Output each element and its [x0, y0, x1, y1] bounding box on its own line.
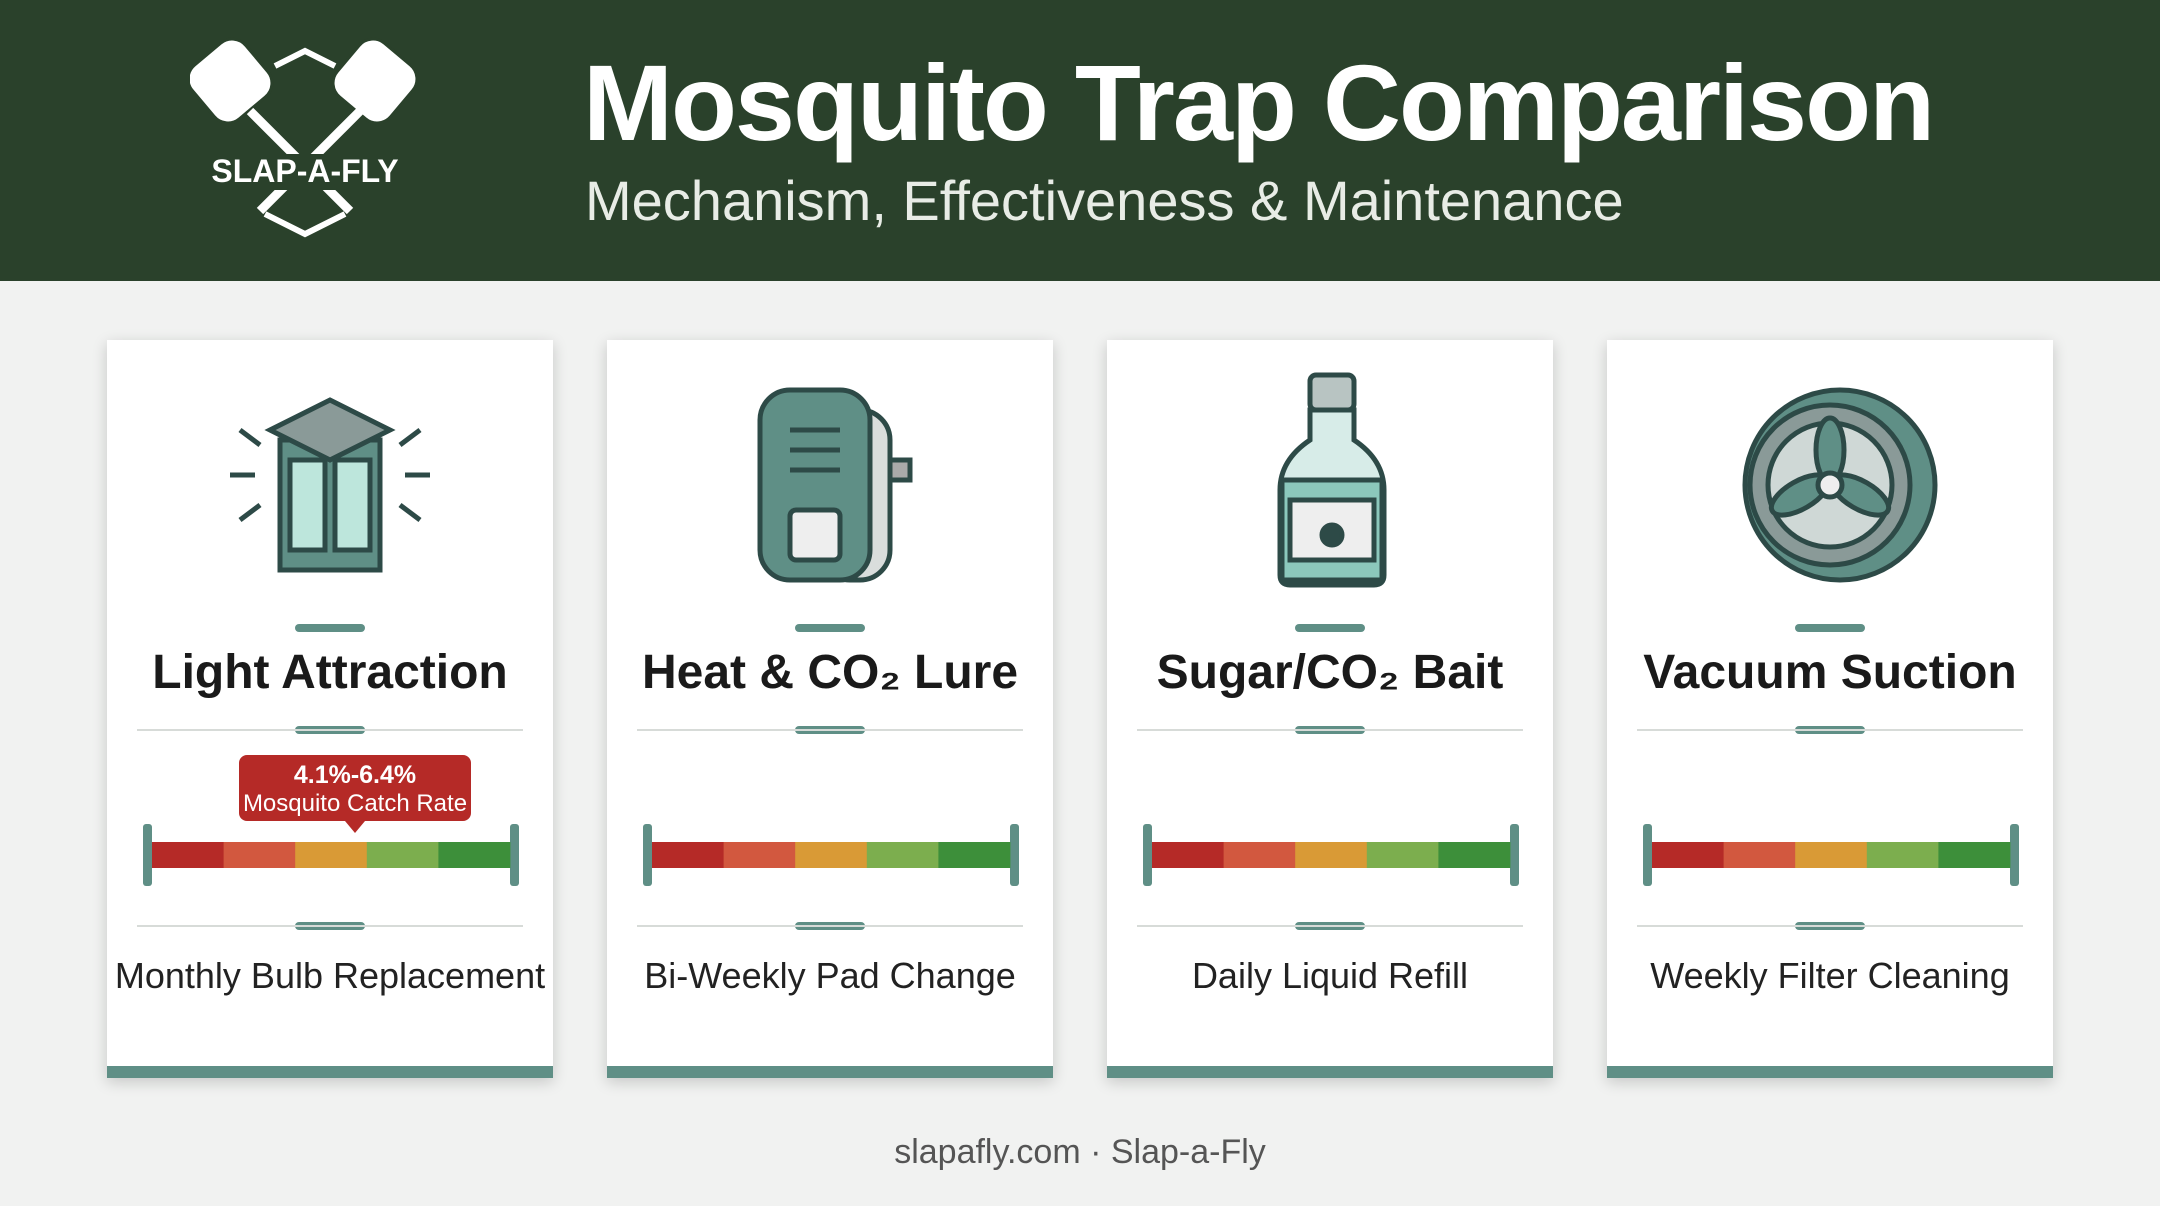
icon-graphic	[1277, 372, 1387, 588]
catch-rate-badge: 4.1%-6.4% Mosquito Catch Rate	[239, 755, 471, 833]
divider-dash	[295, 624, 365, 632]
subtitle: Mechanism, Effectiveness & Maintenance	[585, 169, 1624, 232]
gauge	[1643, 824, 2019, 891]
maintenance: Daily Liquid Refill	[1191, 955, 1469, 996]
icon	[1710, 370, 1950, 605]
card: Light Attraction 4.1%-6.4% Mosquito Catch …	[107, 340, 553, 1078]
divider-line	[1137, 729, 1523, 731]
maintenance: Bi-Weekly Pad Change	[644, 955, 1016, 996]
header: SLAP-A-FLY Mosquito Trap Comparison Mech…	[0, 0, 2160, 281]
icon	[210, 370, 450, 605]
icon-graphic	[230, 397, 430, 573]
logo: SLAP-A-FLY	[190, 37, 420, 238]
gauge	[143, 824, 519, 891]
logo-text: SLAP-A-FLY	[211, 153, 398, 189]
icon	[1210, 370, 1450, 605]
icon-graphic	[757, 387, 913, 583]
divider-line	[637, 729, 1023, 731]
divider-line	[1637, 925, 2023, 927]
badge-label: Mosquito Catch Rate	[242, 790, 468, 817]
title: Mosquito Trap Comparison	[583, 42, 1935, 163]
gauge-bar	[1143, 824, 1519, 886]
card: Heat & CO₂ Lure Bi-Weekly Pad Change	[607, 340, 1053, 1078]
card-title: Light Attraction	[152, 646, 508, 699]
divider-dash	[1295, 624, 1365, 632]
footer: slapafly.com · Slap-a-Fly	[894, 1133, 1266, 1171]
divider-dash	[1795, 624, 1865, 632]
gauge-bar	[643, 824, 1019, 886]
maintenance: Monthly Bulb Replacement	[114, 955, 546, 996]
divider-line	[1637, 729, 2023, 731]
divider-line	[137, 925, 523, 927]
divider-dash	[795, 624, 865, 632]
icon	[710, 370, 950, 605]
badge-value: 4.1%-6.4%	[293, 761, 417, 789]
card-title: Heat & CO₂ Lure	[641, 646, 1019, 699]
icon-graphic	[1742, 387, 1938, 583]
gauge	[1143, 824, 1519, 891]
card-title: Sugar/CO₂ Bait	[1156, 646, 1504, 699]
divider-line	[637, 925, 1023, 927]
gauge	[643, 824, 1019, 891]
divider-line	[1137, 925, 1523, 927]
gauge-bar	[143, 824, 519, 886]
gauge-bar	[1643, 824, 2019, 886]
maintenance: Weekly Filter Cleaning	[1650, 955, 2010, 996]
card: Sugar/CO₂ Bait Daily Liquid Refill	[1107, 340, 1553, 1078]
divider-line	[137, 729, 523, 731]
card-title: Vacuum Suction	[1643, 646, 2017, 699]
card: Vacuum Suction Weekly Filter Cleaning	[1607, 340, 2053, 1078]
